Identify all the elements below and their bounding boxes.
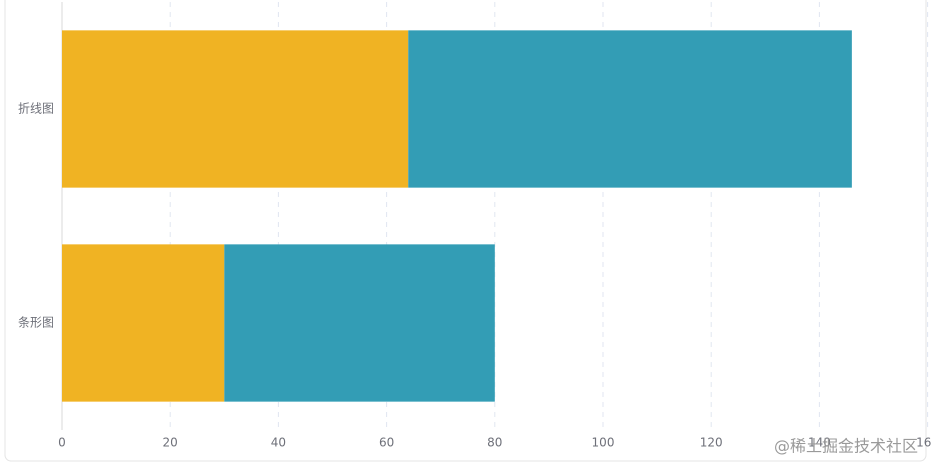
bar [408, 30, 852, 188]
bar [62, 30, 409, 188]
watermark: @稀土掘金技术社区 [774, 437, 918, 456]
y-tick-label: 条形图 [18, 316, 54, 330]
x-tick-label: 60 [379, 436, 394, 450]
x-tick-label: 100 [592, 436, 615, 450]
x-tick-label: 120 [700, 436, 723, 450]
y-tick-label: 折线图 [18, 101, 54, 116]
bar [224, 244, 495, 402]
x-tick-label: 20 [163, 436, 178, 450]
x-tick-label: 160 [916, 436, 932, 450]
bar [62, 244, 225, 402]
x-tick-label: 40 [271, 436, 286, 450]
x-tick-label: 140 [808, 436, 831, 450]
x-tick-label: 80 [487, 436, 502, 450]
x-tick-label: 0 [58, 436, 66, 450]
